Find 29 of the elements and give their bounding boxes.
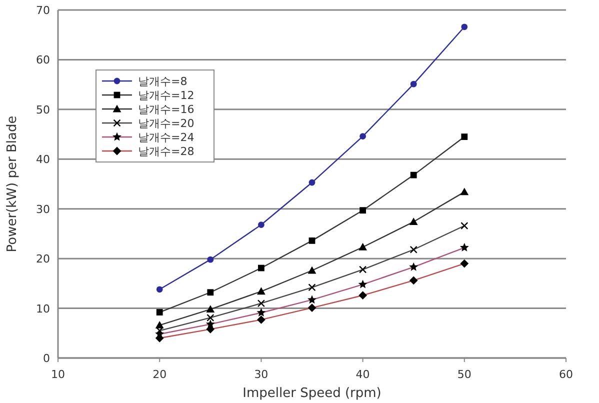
point (308, 179, 316, 186)
y-axis-title: Power(kW) per Blade (5, 116, 20, 252)
x-tick-label: 50 (457, 368, 472, 381)
point (156, 286, 163, 293)
point (410, 80, 417, 88)
x-tick-label: 40 (356, 368, 370, 381)
x-tick-label: 10 (51, 368, 65, 381)
legend-label: 날개수=16 (138, 103, 194, 116)
point (360, 133, 366, 140)
y-tick-label: 0 (43, 352, 50, 365)
point (461, 24, 468, 30)
legend-label: 날개수=24 (138, 131, 194, 144)
point (207, 256, 214, 263)
x-tick-label: 30 (254, 368, 268, 381)
x-tick-label: 60 (559, 368, 573, 381)
y-tick-label: 60 (36, 54, 50, 67)
legend-label: 날개수=8 (138, 75, 188, 88)
y-tick-label: 30 (36, 202, 50, 216)
y-tick-label: 70 (36, 4, 50, 17)
y-tick-label: 20 (36, 252, 50, 266)
x-tick-label: 20 (152, 368, 167, 381)
legend-label: 날개수=20 (138, 117, 194, 130)
legend-label: 날개수=28 (138, 145, 194, 158)
y-tick-label: 40 (36, 153, 50, 166)
legend-label: 날개수=12 (138, 89, 194, 102)
x-axis-title: Impeller Speed (rpm) (242, 386, 382, 401)
point (258, 222, 264, 228)
y-tick-label: 10 (36, 302, 50, 316)
y-tick-label: 50 (36, 103, 50, 116)
